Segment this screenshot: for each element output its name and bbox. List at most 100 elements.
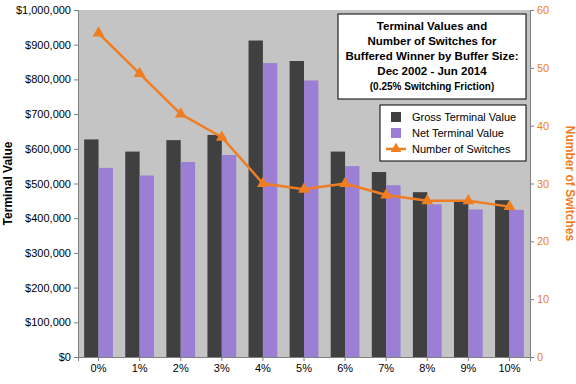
tick-mark [74,357,78,358]
tick-mark [74,45,78,46]
tick-mark [530,241,534,242]
tick-mark [427,357,428,361]
tick: 0 [530,351,543,363]
tick-label: $0 [59,351,71,363]
tick-label: $100,000 [25,316,71,328]
tick-mark [221,357,222,361]
legend-label: Number of Switches [412,143,511,155]
y2-axis: 0 10 20 30 40 50 60 [530,4,549,363]
tick-label: 8% [419,362,435,374]
tick-label: 2% [173,362,189,374]
tick-mark [74,218,78,219]
tick: 40 [530,120,549,132]
tick-label: 30 [537,178,549,190]
tick-mark [345,357,346,361]
legend-label: Net Terminal Value [412,127,504,139]
bar [181,162,195,357]
title: Terminal Values and [377,20,487,32]
title-box: Terminal Values and Number of Switches fo… [338,14,526,99]
title-frame [338,14,526,99]
tick-mark [530,299,534,300]
tick: 30 [530,178,549,190]
tick: $0 [59,351,78,363]
bar [427,204,441,357]
tick: 4% [255,357,271,374]
tick: $300,000 [25,247,78,259]
tick-mark [74,253,78,254]
tick: 0% [91,357,107,374]
bar [372,172,386,357]
tick-label: 20 [537,235,549,247]
tick-mark [530,10,534,11]
tick-label: $600,000 [25,143,71,155]
marker [380,188,392,198]
tick-label: $300,000 [25,247,71,259]
y-axis: $0 $100,000 $200,000 $300,000 $400,000 $500,0… [16,4,79,363]
marker [339,177,351,187]
bar-series [84,41,509,357]
tick: $600,000 [25,143,78,155]
tick-mark [530,184,534,185]
tick-mark [530,68,534,69]
title: Number of Switches for [367,35,497,47]
tick-label: 3% [214,362,230,374]
tick-label: 10% [498,362,520,374]
tick-label: 4% [255,362,271,374]
bar [345,166,359,357]
tick-mark [74,149,78,150]
tick: 6% [337,357,353,374]
title: Buffered Winner by Buffer Size: [345,50,518,62]
bar [413,192,427,357]
tick-mark [386,357,387,361]
bar [386,185,400,357]
tick-mark [262,357,263,361]
marker [462,194,474,204]
tick-mark [98,357,99,361]
tick-mark [468,357,469,361]
tick: $900,000 [25,39,78,51]
tick-label: 0 [537,351,543,363]
tick-label: 40 [537,120,549,132]
tick: $700,000 [25,108,78,120]
legend-marker [391,143,402,152]
tick: 60 [530,4,549,16]
bar [249,41,263,357]
tick-label: $500,000 [25,178,71,190]
bar [140,176,154,357]
tick-mark [74,288,78,289]
tick: 10 [530,293,549,305]
tick-mark [509,357,510,361]
tick-mark [74,184,78,185]
tick-mark [139,357,140,361]
tick: 7% [378,357,394,374]
axis-title: Terminal Value [1,141,15,225]
bar [166,140,180,357]
subtitle: (0.25% Switching Friction) [370,81,494,92]
tick: 8% [419,357,435,374]
legend: Gross Terminal Value Net Terminal Value Nu… [380,105,526,161]
tick-label: $900,000 [25,39,71,51]
bar [495,200,509,357]
marker [298,182,310,192]
axis-title: Number of Switches [563,126,576,242]
tick: 1% [132,357,148,374]
marker [421,194,433,204]
x-axis: 0%1%2%3%4%5%6%7%8%9%10% [79,357,531,374]
legend-label: Gross Terminal Value [412,111,516,123]
tick-label: $700,000 [25,108,71,120]
tick-label: $400,000 [25,212,71,224]
tick: 2% [173,357,189,374]
tick: 20 [530,235,549,247]
tick: 50 [530,62,549,74]
axis-line [74,11,79,358]
tick: $500,000 [25,178,78,190]
tick: $400,000 [25,212,78,224]
tick: $800,000 [25,73,78,85]
tick: 3% [214,357,230,374]
tick-label: $200,000 [25,282,71,294]
tick-label: 10 [537,293,549,305]
bar [509,210,523,357]
tick-label: 0% [91,362,107,374]
tick-mark [304,357,305,361]
bar [207,135,221,357]
